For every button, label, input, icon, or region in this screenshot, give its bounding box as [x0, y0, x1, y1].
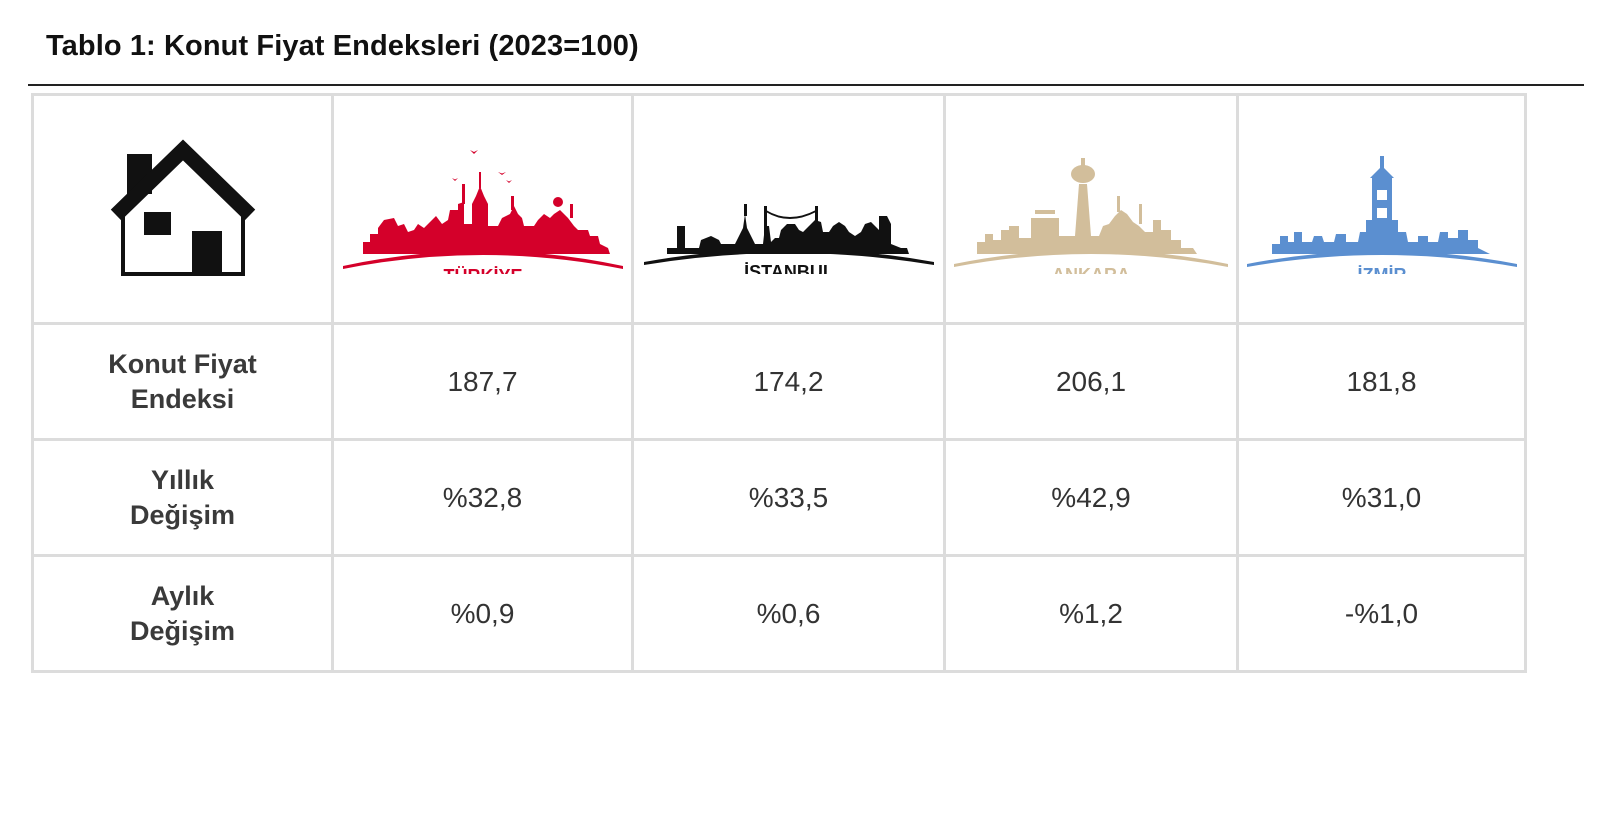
row-label-line2: Değişim: [129, 615, 236, 646]
city-name-turkiye: TÜRKİYE: [443, 266, 522, 274]
value-cell-izmir: -%1,0: [1236, 554, 1527, 673]
title-divider: [28, 84, 1584, 86]
value-cell-istanbul: 174,2: [631, 322, 946, 441]
value-cell-izmir: %31,0: [1236, 438, 1527, 557]
value-cell-turkiye: %0,9: [331, 554, 634, 673]
city-header-izmir: İZMİR: [1236, 93, 1527, 325]
value-cell-ankara: 206,1: [943, 322, 1239, 441]
value-cell-turkiye: %32,8: [331, 438, 634, 557]
table-title: Tablo 1: Konut Fiyat Endeksleri (2023=10…: [46, 30, 639, 62]
table-row-aylik-degisim: Aylık Değişim %0,9 %0,6 %1,2 -%1,0: [31, 554, 1527, 673]
izmir-skyline-icon: İZMİR: [1246, 156, 1517, 274]
row-label: Yıllık Değişim: [31, 438, 334, 557]
value-cell-istanbul: %0,6: [631, 554, 946, 673]
house-icon: [110, 139, 255, 276]
value-cell-ankara: %42,9: [943, 438, 1239, 557]
table-row-konut-fiyat-endeksi: Konut Fiyat Endeksi 187,7 174,2 206,1 18…: [31, 322, 1527, 441]
table-row-yillik-degisim: Yıllık Değişim %32,8 %33,5 %42,9 %31,0: [31, 438, 1527, 557]
value-cell-istanbul: %33,5: [631, 438, 946, 557]
row-label-line1: Aylık: [150, 580, 215, 611]
row-label-line1: Konut Fiyat: [108, 348, 257, 379]
header-icon-cell: [31, 93, 334, 325]
row-label: Aylık Değişim: [31, 554, 334, 673]
city-header-turkiye: TÜRKİYE: [331, 93, 634, 325]
city-name-izmir: İZMİR: [1357, 265, 1406, 274]
row-label-line2: Değişim: [129, 499, 236, 530]
value-cell-turkiye: 187,7: [331, 322, 634, 441]
row-label-line2: Endeksi: [130, 383, 235, 414]
city-name-istanbul: İSTANBUL: [744, 262, 834, 274]
city-name-ankara: ANKARA: [1052, 265, 1130, 274]
ankara-skyline-icon: ANKARA: [954, 158, 1228, 274]
value-cell-izmir: 181,8: [1236, 322, 1527, 441]
value-cell-ankara: %1,2: [943, 554, 1239, 673]
house-price-index-table: TÜRKİYE İSTANBUL: [31, 93, 1527, 673]
city-header-ankara: ANKARA: [943, 93, 1239, 325]
city-header-istanbul: İSTANBUL: [631, 93, 946, 325]
row-label-line1: Yıllık: [150, 464, 215, 495]
header-row: TÜRKİYE İSTANBUL: [31, 93, 1527, 325]
row-label: Konut Fiyat Endeksi: [31, 322, 334, 441]
turkiye-skyline-icon: TÜRKİYE: [342, 150, 623, 274]
istanbul-skyline-icon: İSTANBUL: [643, 204, 934, 274]
